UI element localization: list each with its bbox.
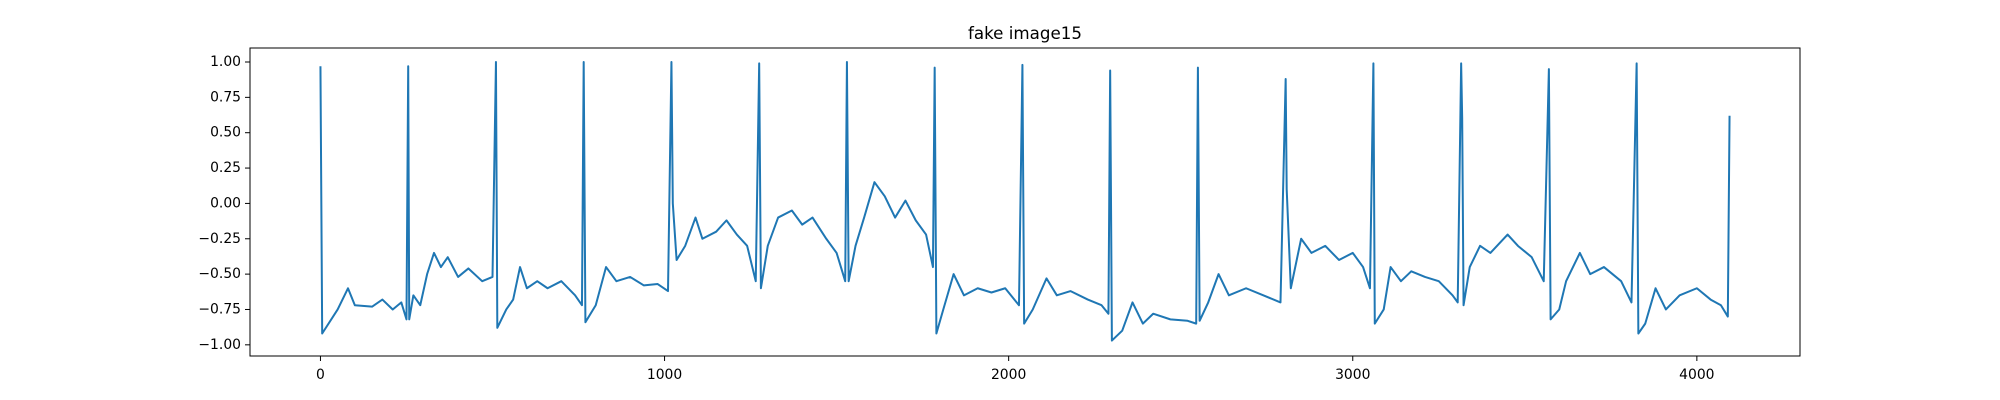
y-tick-label: 0.75	[210, 89, 241, 105]
axes-frame	[249, 47, 1801, 357]
data-line	[319, 61, 1731, 342]
y-tick-label: 0.50	[210, 125, 241, 141]
x-tick-label: 0	[316, 367, 325, 383]
x-tick-label: 4000	[1679, 367, 1714, 383]
x-tick-label: 1000	[647, 367, 682, 383]
y-tick-label: 1.00	[210, 54, 241, 70]
y-tick-label: −1.00	[198, 337, 241, 353]
x-tick-label: 3000	[1335, 367, 1370, 383]
chart-title: fake image15	[968, 23, 1082, 43]
y-tick-label: 0.25	[210, 160, 241, 176]
y-tick-label: 0.00	[210, 195, 241, 211]
y-tick-label: −0.75	[198, 301, 241, 317]
y-tick-label: −0.25	[198, 231, 241, 247]
y-tick-label: −0.50	[198, 266, 241, 282]
x-tick-label: 2000	[991, 367, 1026, 383]
